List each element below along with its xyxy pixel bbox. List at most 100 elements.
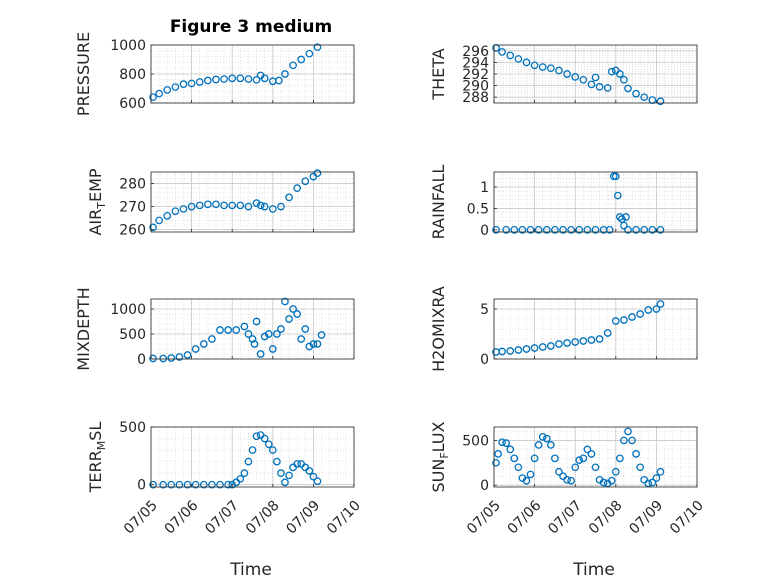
- data-point: [244, 75, 253, 83]
- data-point: [256, 350, 265, 358]
- x-tick-label: 07/10: [324, 498, 364, 538]
- axes-box: [493, 298, 698, 360]
- data-point: [538, 343, 547, 351]
- data-point: [277, 469, 285, 478]
- data-point: [317, 331, 326, 339]
- data-point: [498, 438, 506, 447]
- data-point: [603, 84, 612, 92]
- data-point: [579, 337, 588, 345]
- x-tick-label: 07/06: [162, 498, 202, 538]
- data-point: [567, 226, 575, 234]
- data-point: [224, 480, 232, 489]
- data-point: [281, 70, 289, 78]
- data-point: [195, 78, 204, 86]
- data-point: [149, 480, 157, 489]
- data-point: [313, 340, 322, 348]
- data-point: [546, 441, 555, 449]
- y-axis-label: TERRMSL: [86, 422, 108, 494]
- data-point: [498, 48, 506, 56]
- data-point: [579, 454, 588, 463]
- data-point: [624, 427, 632, 436]
- data-point: [252, 75, 261, 84]
- data-point: [534, 441, 543, 449]
- data-point: [575, 226, 584, 234]
- data-point: [264, 330, 273, 338]
- data-point: [656, 226, 665, 234]
- data-point: [599, 478, 608, 487]
- data-point: [510, 454, 519, 463]
- data-point: [605, 226, 614, 234]
- x-tick-label: 07/09: [626, 498, 666, 538]
- data-point: [273, 330, 281, 338]
- data-point: [212, 75, 220, 84]
- data-point: [203, 200, 212, 209]
- data-point: [538, 63, 547, 71]
- data-point: [510, 226, 519, 234]
- y-tick-label: 260: [119, 223, 146, 239]
- data-point: [640, 226, 649, 234]
- data-point: [236, 201, 245, 210]
- subplot-pressure: 600 800 1000 PRESSURE: [74, 32, 355, 116]
- y-axis-label: SUNFLUX: [429, 421, 451, 492]
- data-point: [587, 336, 596, 344]
- y-tick-label: 288: [462, 90, 489, 106]
- data-point: [587, 450, 596, 458]
- y-tick-label: 0.5: [467, 201, 489, 217]
- data-point: [571, 463, 580, 472]
- data-point: [534, 226, 543, 234]
- y-tick-label: 600: [119, 96, 146, 112]
- y-tick-label: 0: [480, 223, 489, 239]
- data-point: [220, 201, 228, 210]
- data-point: [506, 51, 515, 60]
- y-tick-label: 294: [462, 55, 489, 71]
- x-tick-label: 07/05: [464, 498, 504, 538]
- data-point: [203, 76, 212, 85]
- x-tick-label: 07/09: [283, 498, 323, 538]
- data-point: [502, 439, 511, 447]
- y-tick-label: 280: [119, 177, 146, 193]
- data-point: [208, 335, 216, 343]
- data-point: [563, 475, 571, 484]
- data-point: [620, 221, 628, 230]
- y-tick-label: 800: [119, 67, 146, 83]
- data-point: [530, 61, 539, 70]
- data-point: [256, 201, 265, 210]
- data-point: [591, 73, 600, 82]
- y-tick-label: 0: [480, 478, 489, 494]
- data-point: [149, 223, 157, 232]
- data-point: [571, 338, 580, 346]
- data-point: [563, 339, 571, 347]
- data-point: [613, 191, 622, 200]
- data-point: [159, 354, 168, 363]
- data-point: [260, 434, 269, 443]
- data-point: [313, 43, 322, 52]
- data-point: [555, 467, 563, 476]
- data-point: [587, 80, 596, 89]
- data-point: [616, 70, 624, 78]
- subplot-air: 260 270 280 AIRTEMP: [86, 168, 355, 239]
- data-point: [248, 446, 257, 454]
- data-point: [191, 480, 200, 489]
- data-point: [277, 325, 285, 333]
- data-point: [275, 76, 283, 85]
- data-point: [199, 340, 208, 348]
- data-point: [583, 226, 592, 234]
- data-point: [285, 193, 293, 202]
- data-point: [551, 454, 559, 463]
- data-point: [171, 207, 180, 216]
- data-point: [240, 322, 249, 331]
- data-point: [514, 55, 523, 63]
- data-point: [563, 70, 571, 78]
- data-point: [622, 213, 630, 221]
- data-point: [236, 74, 245, 83]
- axes-box: [493, 171, 698, 233]
- data-point: [624, 84, 632, 93]
- data-point: [250, 340, 259, 348]
- data-point: [559, 226, 567, 234]
- data-point: [179, 80, 188, 89]
- data-point: [216, 480, 224, 489]
- y-tick-label: 0: [137, 478, 146, 494]
- data-point: [498, 347, 506, 356]
- data-point: [285, 471, 293, 480]
